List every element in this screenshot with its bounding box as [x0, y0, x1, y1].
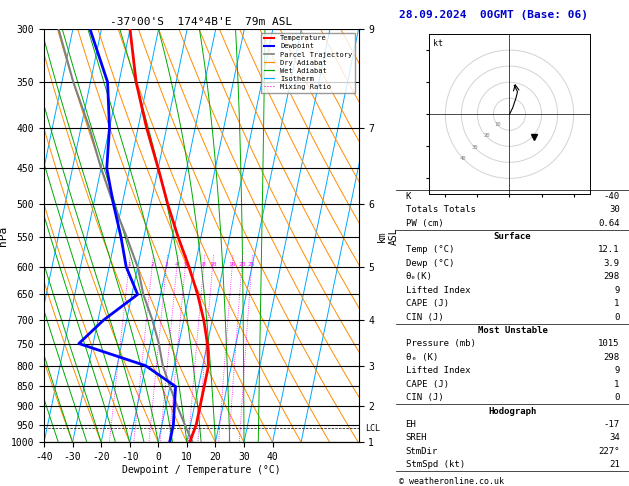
Text: Pressure (mb): Pressure (mb) [406, 339, 476, 348]
Text: 28.09.2024  00GMT (Base: 06): 28.09.2024 00GMT (Base: 06) [399, 10, 588, 20]
Text: 30: 30 [609, 205, 620, 214]
Text: K: K [406, 192, 411, 201]
Text: 20: 20 [238, 262, 245, 267]
Text: kt: kt [433, 39, 443, 48]
Text: CIN (J): CIN (J) [406, 312, 443, 322]
Text: 1015: 1015 [598, 339, 620, 348]
Text: 12.1: 12.1 [598, 245, 620, 255]
Text: 1: 1 [615, 380, 620, 389]
Text: CIN (J): CIN (J) [406, 393, 443, 402]
Text: 30: 30 [472, 145, 478, 150]
Text: θₑ (K): θₑ (K) [406, 353, 438, 362]
Text: StmSpd (kt): StmSpd (kt) [406, 460, 465, 469]
Text: -40: -40 [604, 192, 620, 201]
Text: Hodograph: Hodograph [489, 406, 537, 416]
Text: 0: 0 [615, 312, 620, 322]
Text: 298: 298 [604, 272, 620, 281]
Text: 298: 298 [604, 353, 620, 362]
Text: 3.9: 3.9 [604, 259, 620, 268]
Text: -17: -17 [604, 420, 620, 429]
Text: StmDir: StmDir [406, 447, 438, 456]
Text: Most Unstable: Most Unstable [477, 326, 548, 335]
Text: 10: 10 [209, 262, 216, 267]
Legend: Temperature, Dewpoint, Parcel Trajectory, Dry Adiabat, Wet Adiabat, Isotherm, Mi: Temperature, Dewpoint, Parcel Trajectory… [261, 33, 355, 93]
Text: 9: 9 [615, 366, 620, 375]
Text: θₑ(K): θₑ(K) [406, 272, 433, 281]
X-axis label: Dewpoint / Temperature (°C): Dewpoint / Temperature (°C) [122, 465, 281, 475]
Text: 8: 8 [202, 262, 206, 267]
Text: Lifted Index: Lifted Index [406, 286, 470, 295]
Text: © weatheronline.co.uk: © weatheronline.co.uk [399, 477, 504, 486]
Y-axis label: km
ASL: km ASL [377, 227, 399, 244]
Text: SREH: SREH [406, 434, 427, 442]
Text: 25: 25 [248, 262, 255, 267]
Text: 0.64: 0.64 [598, 219, 620, 227]
Text: 227°: 227° [598, 447, 620, 456]
Text: 9: 9 [615, 286, 620, 295]
Text: PW (cm): PW (cm) [406, 219, 443, 227]
Text: Lifted Index: Lifted Index [406, 366, 470, 375]
Text: 2: 2 [150, 262, 154, 267]
Text: EH: EH [406, 420, 416, 429]
Text: Dewp (°C): Dewp (°C) [406, 259, 454, 268]
Text: 20: 20 [483, 133, 489, 139]
Text: CAPE (J): CAPE (J) [406, 380, 448, 389]
Text: 0: 0 [615, 393, 620, 402]
Text: CAPE (J): CAPE (J) [406, 299, 448, 308]
Text: 1: 1 [615, 299, 620, 308]
Text: 40: 40 [460, 156, 467, 161]
Text: Totals Totals: Totals Totals [406, 205, 476, 214]
Text: 16: 16 [228, 262, 236, 267]
Text: 21: 21 [609, 460, 620, 469]
Text: 1: 1 [127, 262, 131, 267]
Text: Surface: Surface [494, 232, 532, 241]
Text: 10: 10 [494, 122, 501, 127]
Y-axis label: hPa: hPa [0, 226, 8, 246]
Text: 34: 34 [609, 434, 620, 442]
Text: 5: 5 [184, 262, 187, 267]
Text: 3: 3 [165, 262, 168, 267]
Title: -37°00'S  174°4B'E  79m ASL: -37°00'S 174°4B'E 79m ASL [110, 17, 292, 27]
Text: Temp (°C): Temp (°C) [406, 245, 454, 255]
Text: LCL: LCL [365, 424, 380, 433]
Text: 4: 4 [175, 262, 179, 267]
